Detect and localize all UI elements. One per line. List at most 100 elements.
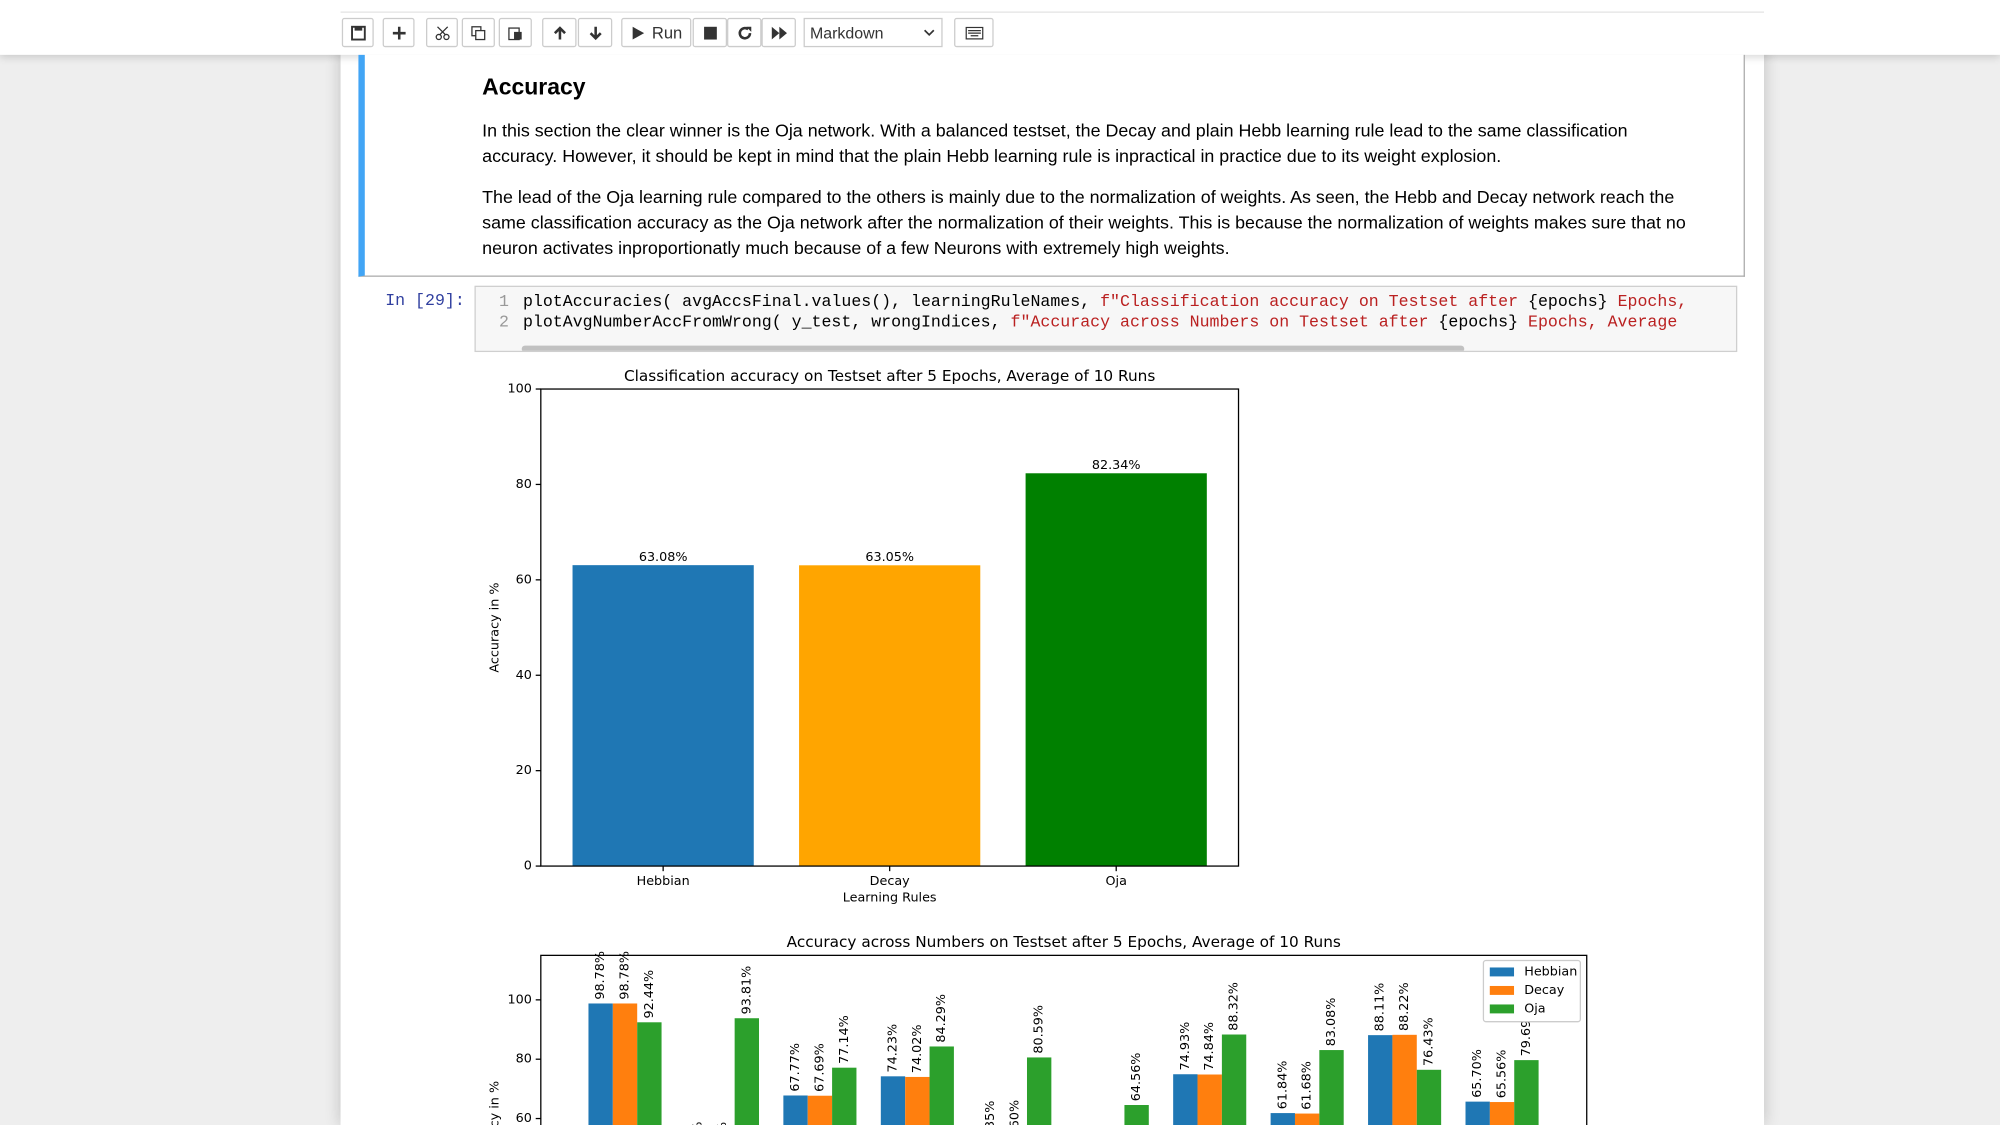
code-token: f"Accuracy across Numbers on Testset aft… [1010, 312, 1439, 332]
copy-button[interactable] [461, 17, 495, 48]
markdown-cell[interactable]: Accuracy In this section the clear winne… [358, 54, 1745, 277]
paragraph: The lead of the Oja learning rule compar… [482, 186, 1686, 258]
save-button[interactable] [341, 17, 374, 48]
value-label: 84.29% [934, 994, 949, 1043]
bar [1465, 1101, 1490, 1125]
line-number: 2 [498, 312, 509, 332]
stop-button[interactable] [692, 17, 728, 48]
code-token: {epochs} [1528, 292, 1608, 312]
bar [929, 1046, 954, 1125]
restart-button[interactable] [727, 17, 762, 48]
value-label: 92.44% [642, 970, 657, 1019]
chart-title: Accuracy across Numbers on Testset after… [787, 933, 1341, 951]
value-label: 88.11% [1373, 983, 1388, 1032]
header-edge [340, 0, 1765, 13]
run-all-button[interactable] [761, 17, 796, 48]
value-label: 80.59% [1032, 1005, 1047, 1054]
bar [905, 1076, 930, 1125]
legend-swatch [1489, 967, 1515, 977]
code-cell[interactable]: 1 plotAccuracies( avgAccsFinal.values(), … [474, 285, 1738, 353]
bar [1026, 1057, 1052, 1125]
value-label: 65.56% [1495, 1050, 1510, 1099]
run-button[interactable]: Run [621, 17, 692, 48]
value-label: 61.84% [1275, 1061, 1290, 1110]
legend-label: Hebbian [1524, 964, 1577, 979]
y-tick-label: 100 [508, 992, 532, 1007]
cell-type-label: Markdown [809, 23, 884, 42]
cell-type-select[interactable]: Markdown [803, 17, 943, 48]
bar [572, 565, 754, 867]
y-tick-label: 60 [516, 572, 532, 587]
y-tick-label: 100 [508, 382, 532, 397]
value-label: 77.14% [837, 1015, 852, 1064]
bar [637, 1022, 662, 1125]
value-label: 65.70% [1470, 1049, 1485, 1098]
legend-label: Decay [1524, 983, 1564, 998]
value-label: 41.20% [715, 1122, 730, 1125]
value-label: 88.22% [1397, 982, 1412, 1031]
value-label: 76.43% [1421, 1017, 1436, 1066]
value-label: 98.78% [593, 951, 608, 1000]
bar [807, 1095, 833, 1125]
scrollbar[interactable] [521, 345, 1465, 351]
value-label: 74.02% [910, 1024, 925, 1073]
legend-swatch [1489, 985, 1515, 995]
bar [612, 1003, 638, 1125]
code-line: plotAccuracies( avgAccsFinal.values(), l… [523, 292, 1687, 311]
bar [832, 1067, 857, 1125]
paste-button[interactable] [498, 17, 532, 48]
bar [1124, 1105, 1149, 1125]
value-label: 67.69% [812, 1043, 827, 1092]
code-line: plotAvgNumberAccFromWrong( y_test, wrong… [523, 312, 1677, 331]
x-tick-label: Hebbian [637, 874, 690, 889]
heading: Accuracy [482, 73, 586, 100]
value-label: 41.30% [691, 1122, 706, 1125]
axes-frame [540, 954, 1588, 1125]
bar [1514, 1060, 1539, 1125]
toolbar: Run Markdown [0, 0, 2000, 55]
value-label: 93.81% [739, 966, 754, 1015]
value-label: 63.05% [865, 550, 914, 565]
bar [1489, 1102, 1515, 1125]
y-axis-label: Accuracy in % [487, 1081, 502, 1125]
bar [1392, 1034, 1417, 1125]
run-label: Run [651, 22, 683, 43]
paragraph: In this section the clear winner is the … [482, 119, 1628, 166]
y-tick-label: 80 [516, 1052, 532, 1067]
legend-swatch [1489, 1004, 1515, 1014]
value-label: 74.84% [1202, 1022, 1217, 1071]
chart-title: Classification accuracy on Testset after… [624, 367, 1155, 385]
bar [1173, 1074, 1198, 1125]
cut-button[interactable] [426, 17, 458, 48]
y-tick-label: 80 [516, 477, 532, 492]
legend-label: Oja [1524, 1001, 1545, 1016]
move-up-button[interactable] [542, 17, 577, 48]
value-label: 61.68% [1300, 1061, 1315, 1110]
value-label: 64.56% [1129, 1053, 1144, 1102]
value-label: 98.78% [618, 951, 633, 1000]
bar [1319, 1050, 1344, 1125]
code-token: f"Classification accuracy on Testset aft… [1100, 292, 1529, 312]
value-label: 88.32% [1227, 982, 1242, 1031]
y-axis-label: Accuracy in % [487, 583, 502, 673]
input-prompt: In [29]: [385, 290, 465, 310]
code-token: Epochs, Average [1518, 312, 1678, 332]
move-down-button[interactable] [577, 17, 613, 48]
bar [880, 1076, 906, 1125]
keyboard-button[interactable] [954, 17, 994, 48]
bar [1221, 1034, 1247, 1125]
bar [799, 565, 981, 867]
x-axis-label: Learning Rules [843, 890, 937, 905]
bar [1197, 1074, 1222, 1125]
add-cell-button[interactable] [382, 17, 415, 48]
line-number: 1 [498, 292, 509, 312]
code-token: plotAvgNumberAccFromWrong( y_test, wrong… [522, 312, 1011, 332]
x-tick-label: Decay [870, 874, 910, 889]
y-tick-label: 40 [516, 668, 532, 683]
code-token: {epochs} [1438, 312, 1519, 332]
y-tick-label: 0 [524, 859, 532, 874]
bar [1270, 1113, 1295, 1125]
value-label: 74.93% [1178, 1022, 1193, 1071]
